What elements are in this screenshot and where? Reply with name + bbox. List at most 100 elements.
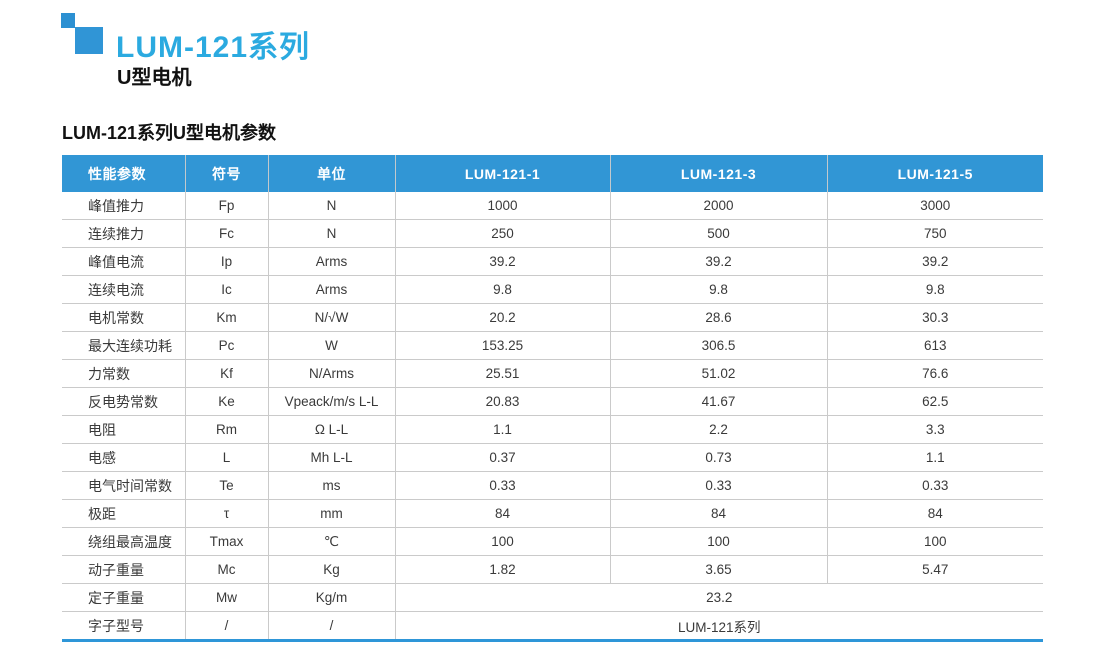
symbol-cell: Kf: [184, 359, 268, 388]
unit-cell: Arms: [267, 275, 395, 304]
value-cell: 9.8: [826, 275, 1043, 304]
col-header-model-5: LUM-121-5: [826, 155, 1043, 192]
param-name-cell: 动子重量: [62, 555, 185, 584]
value-cell: 0.37: [394, 443, 610, 472]
value-cell: 3.3: [826, 415, 1043, 444]
value-cell: 1.1: [394, 415, 610, 444]
value-cell: 0.33: [394, 471, 610, 500]
value-cell: 5.47: [826, 555, 1043, 584]
param-name-cell: 连续推力: [62, 219, 185, 248]
unit-cell: N: [267, 219, 395, 248]
value-cell: 84: [609, 499, 827, 528]
value-cell: 3000: [826, 192, 1043, 220]
value-cell: 100: [394, 527, 610, 556]
unit-cell: N/Arms: [267, 359, 395, 388]
value-cell: 28.6: [609, 303, 827, 332]
value-cell: 51.02: [609, 359, 827, 388]
table-row: 字子型号 / / LUM-121系列: [62, 611, 1043, 641]
unit-cell: N/√W: [267, 303, 395, 332]
table-row: 定子重量 Mw Kg/m 23.2: [62, 583, 1043, 612]
param-name-cell: 字子型号: [62, 611, 185, 641]
value-cell: 100: [826, 527, 1043, 556]
param-name-cell: 电感: [62, 443, 185, 472]
unit-cell: Arms: [267, 247, 395, 276]
logo-square-small-icon: [61, 13, 75, 28]
symbol-cell: Mc: [184, 555, 268, 584]
table-row: 峰值电流 Ip Arms 39.2 39.2 39.2: [62, 247, 1043, 276]
value-cell: 0.33: [826, 471, 1043, 500]
table-row: 电感 L Mh L-L 0.37 0.73 1.1: [62, 443, 1043, 472]
param-name-cell: 电阻: [62, 415, 185, 444]
symbol-cell: Fp: [184, 192, 268, 220]
col-header-parameter: 性能参数: [62, 155, 185, 192]
param-name-cell: 绕组最高温度: [62, 527, 185, 556]
value-cell: 2000: [609, 192, 827, 220]
value-cell: 1.82: [394, 555, 610, 584]
unit-cell: mm: [267, 499, 395, 528]
spec-table: 性能参数 符号 单位 LUM-121-1 LUM-121-3 LUM-121-5…: [62, 155, 1043, 642]
col-header-symbol: 符号: [184, 155, 268, 192]
table-row: 连续电流 Ic Arms 9.8 9.8 9.8: [62, 275, 1043, 304]
value-cell: 306.5: [609, 331, 827, 360]
symbol-cell: Rm: [184, 415, 268, 444]
unit-cell: ℃: [267, 527, 395, 556]
table-row: 峰值推力 Fp N 1000 2000 3000: [62, 192, 1043, 220]
series-title: LUM-121系列: [116, 31, 311, 64]
param-name-cell: 峰值推力: [88, 197, 144, 214]
value-cell: 39.2: [826, 247, 1043, 276]
unit-cell: Kg: [267, 555, 395, 584]
value-cell: 41.67: [609, 387, 827, 416]
table-row: 电阻 Rm Ω L-L 1.1 2.2 3.3: [62, 415, 1043, 444]
table-row: 电机常数 Km N/√W 20.2 28.6 30.3: [62, 303, 1043, 332]
param-name-cell: 电气时间常数: [62, 471, 185, 500]
value-cell: 0.33: [609, 471, 827, 500]
value-cell: 30.3: [826, 303, 1043, 332]
value-cell: 2.2: [609, 415, 827, 444]
unit-cell: W: [267, 331, 395, 360]
param-name-cell: 连续电流: [62, 275, 185, 304]
section-title: LUM-121系列U型电机参数: [62, 123, 277, 143]
value-cell: 3.65: [609, 555, 827, 584]
col-header-unit: 单位: [267, 155, 395, 192]
value-cell: 1.1: [826, 443, 1043, 472]
unit-cell: ms: [267, 471, 395, 500]
unit-cell: N: [267, 192, 395, 220]
table-row: 力常数 Kf N/Arms 25.51 51.02 76.6: [62, 359, 1043, 388]
symbol-cell: Ic: [184, 275, 268, 304]
symbol-cell: τ: [184, 499, 268, 528]
value-cell: 153.25: [394, 331, 610, 360]
value-cell: 9.8: [609, 275, 827, 304]
col-header-model-3: LUM-121-3: [609, 155, 827, 192]
param-name-cell: 电机常数: [62, 303, 185, 332]
value-cell: 39.2: [394, 247, 610, 276]
unit-cell: /: [267, 611, 395, 641]
symbol-cell: Mw: [184, 583, 268, 612]
value-cell: 25.51: [394, 359, 610, 388]
value-cell: 20.2: [394, 303, 610, 332]
table-row: 绕组最高温度 Tmax ℃ 100 100 100: [62, 527, 1043, 556]
value-cell: 39.2: [609, 247, 827, 276]
col-header-model-1: LUM-121-1: [394, 155, 610, 192]
symbol-cell: Fc: [184, 219, 268, 248]
value-cell: 613: [826, 331, 1043, 360]
logo-square-large-icon: [75, 27, 103, 54]
unit-cell: Kg/m: [267, 583, 395, 612]
table-row: 连续推力 Fc N 250 500 750: [62, 219, 1043, 248]
value-cell: 250: [394, 219, 610, 248]
param-name-cell: 力常数: [62, 359, 185, 388]
table-row: 电气时间常数 Te ms 0.33 0.33 0.33: [62, 471, 1043, 500]
symbol-cell: L: [184, 443, 268, 472]
unit-cell: Ω L-L: [267, 415, 395, 444]
symbol-cell: Ip: [184, 247, 268, 276]
value-cell: 9.8: [394, 275, 610, 304]
param-name-cell: 最大连续功耗: [62, 331, 185, 360]
value-cell: 1000: [394, 192, 610, 220]
table-row: 最大连续功耗 Pc W 153.25 306.5 613: [62, 331, 1043, 360]
value-cell: 62.5: [826, 387, 1043, 416]
value-cell: 76.6: [826, 359, 1043, 388]
unit-cell: Vpeack/m/s L-L: [267, 387, 395, 416]
unit-cell: Mh L-L: [267, 443, 395, 472]
table-row: 反电势常数 Ke Vpeack/m/s L-L 20.83 41.67 62.5: [62, 387, 1043, 416]
param-name-cell: 极距: [62, 499, 185, 528]
table-header-row: 性能参数 符号 单位 LUM-121-1 LUM-121-3 LUM-121-5: [62, 155, 1043, 192]
